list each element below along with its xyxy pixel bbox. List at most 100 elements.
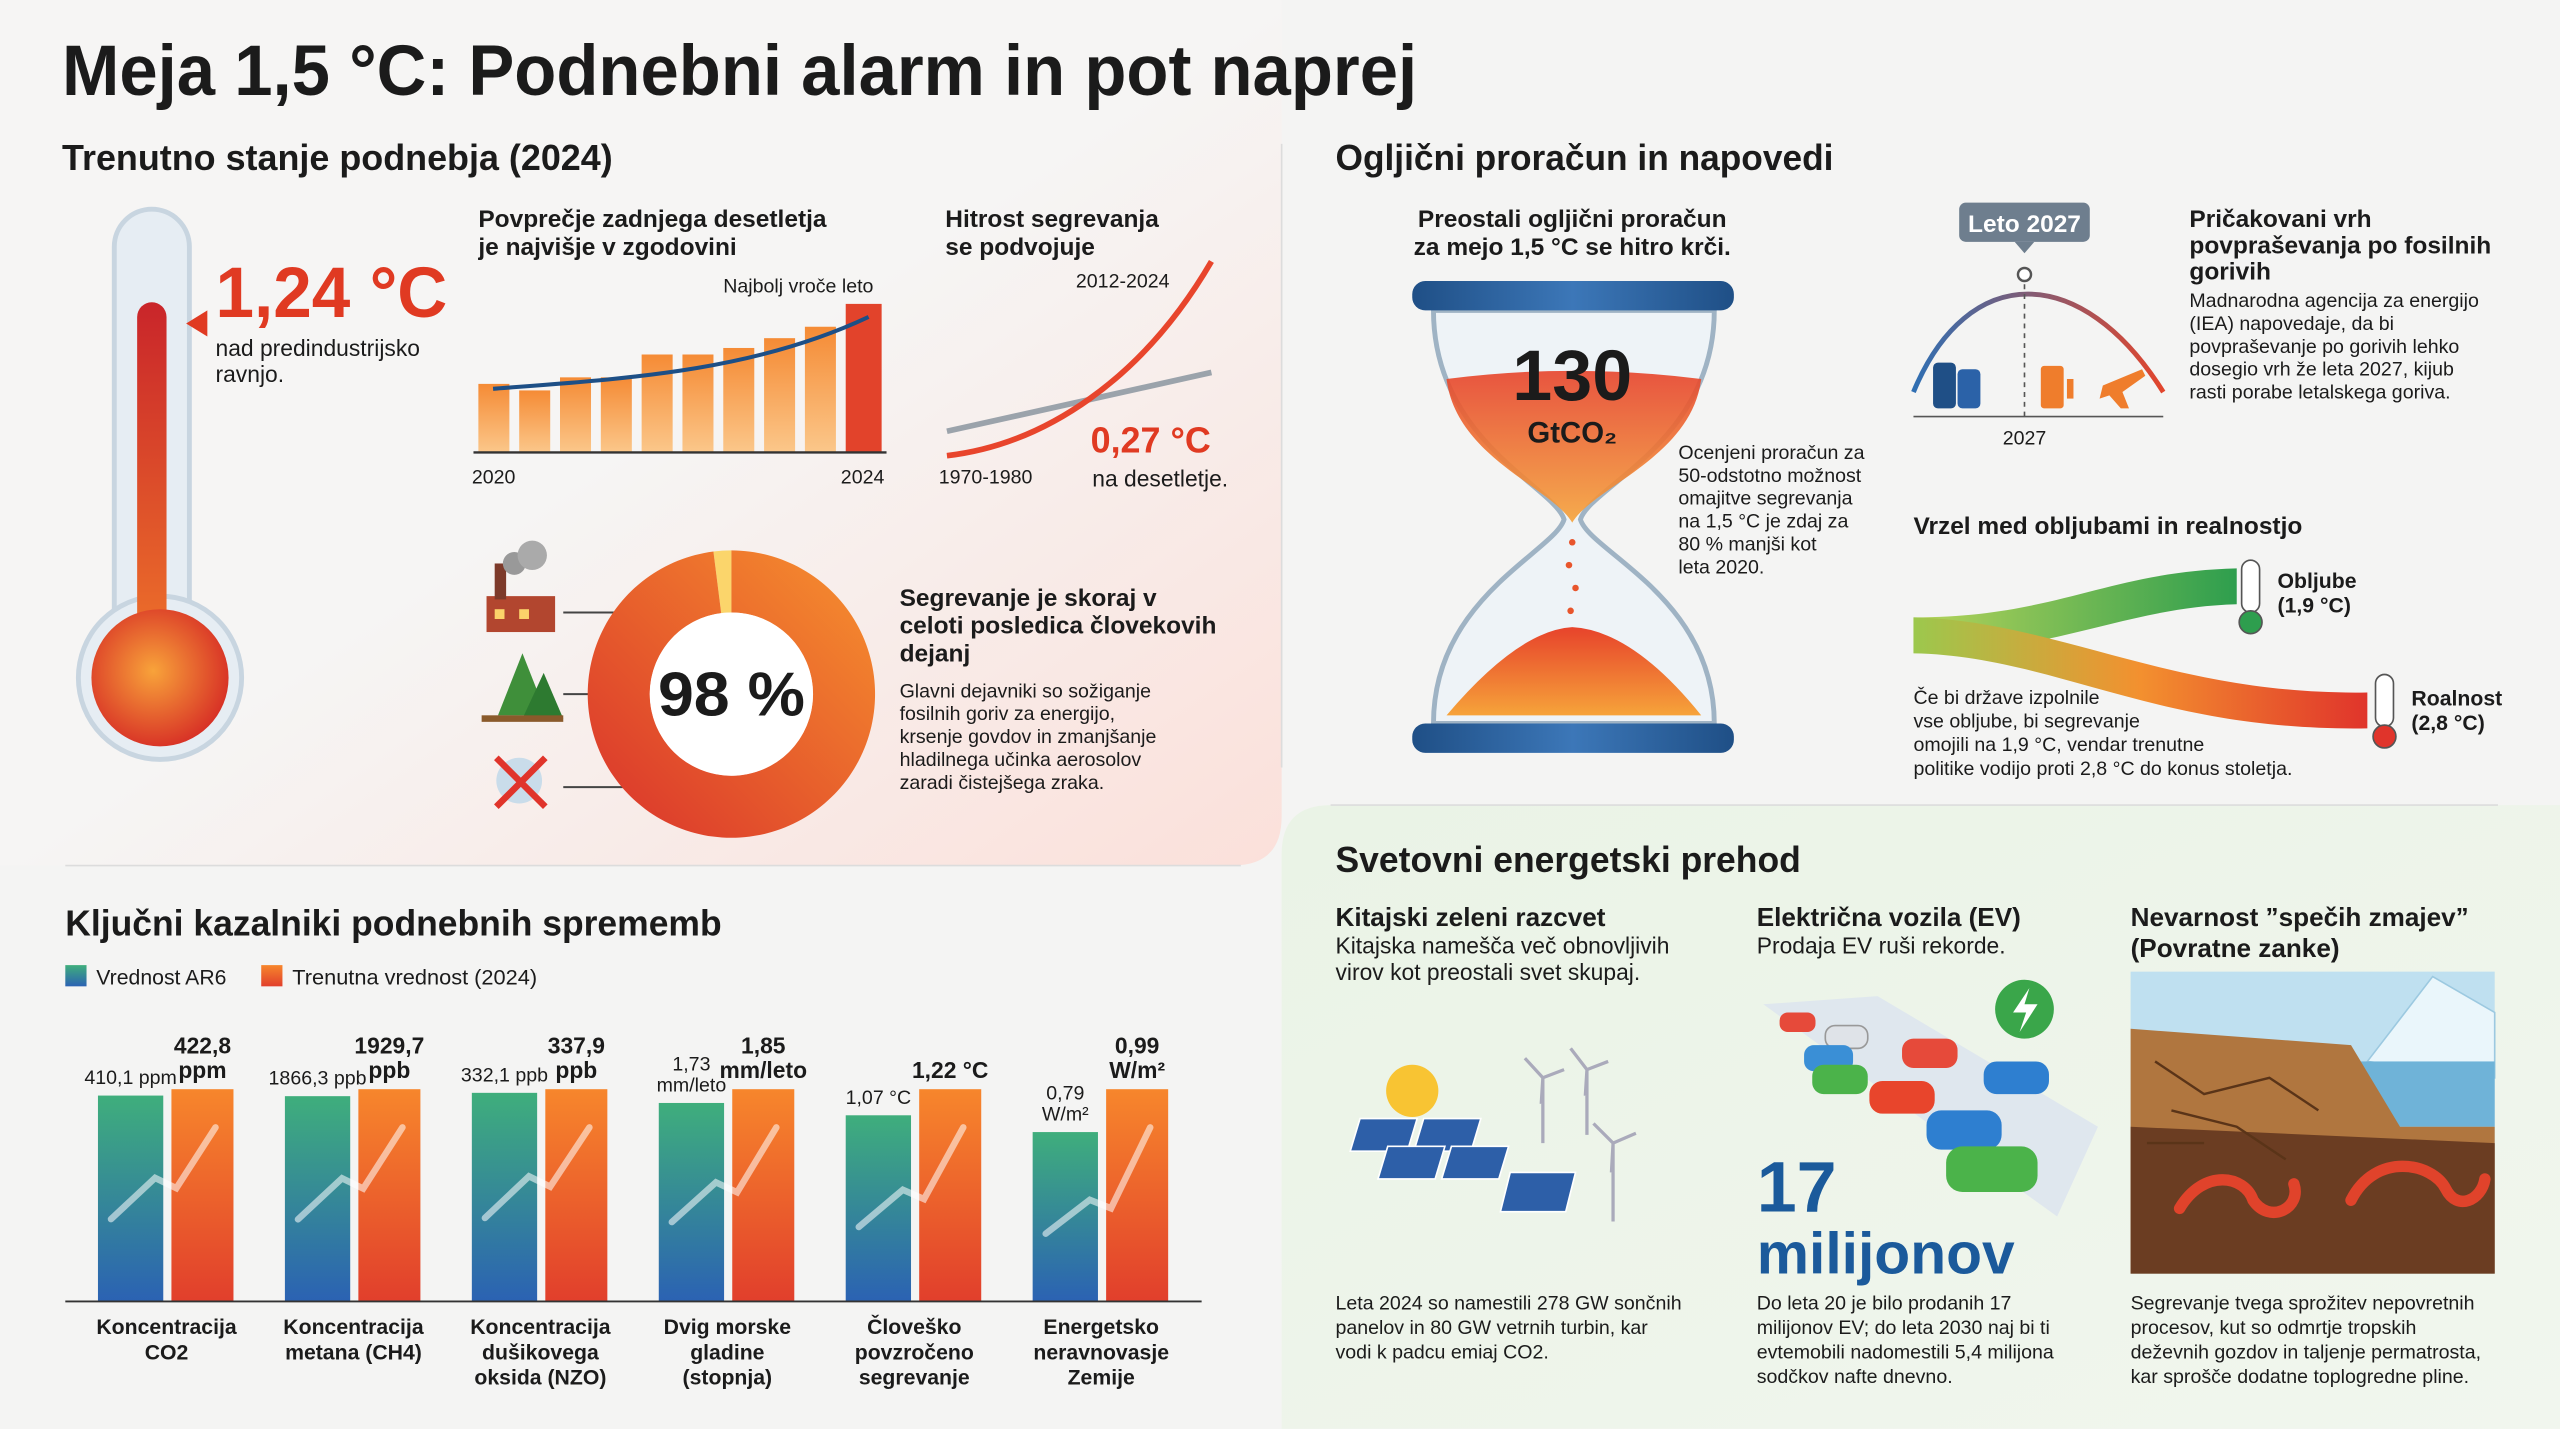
legend-swatch	[65, 965, 87, 987]
block-title: Pričakovani vrh	[2189, 206, 2371, 233]
value-label: 1,85	[741, 1032, 786, 1058]
axis-label: 2012-2024	[1076, 271, 1170, 293]
value-label: 1,73	[672, 1053, 710, 1075]
block-title: za mejo 1,5 °C se hitro krči.	[1414, 234, 1731, 261]
body-text: Če bi države izpolnile	[1913, 686, 2099, 709]
block-title: Hitrost segrevanja	[945, 206, 1159, 233]
value-label: 1929,7	[354, 1032, 424, 1058]
donut-hole	[649, 612, 814, 776]
body-text: Segrevanje tvega sprožitev nepovretnih	[2131, 1293, 2475, 1315]
cause-icons	[481, 540, 650, 810]
feedback-illustration	[2130, 971, 2496, 1274]
hourglass	[1412, 281, 1734, 753]
value-label: ppb	[368, 1057, 410, 1083]
bar	[358, 1089, 421, 1302]
block-title: Kitajski zeleni razcvet	[1336, 902, 1606, 932]
body-text: deževnih gozdov in taljenje permatrosta,	[2131, 1342, 2481, 1364]
value-label: 332,1 ppb	[461, 1064, 548, 1086]
subtitle: Kitajska namešča več obnovljivih	[1336, 933, 1670, 959]
value-label: mm/leto	[719, 1057, 807, 1083]
block-title: povpraševanja po fosilnih	[2189, 232, 2491, 259]
section-heading: Ključni kazalniki podnebnih sprememb	[65, 903, 721, 944]
rate-value: 0,27 °C	[1091, 419, 1211, 460]
block-title: dejanj	[900, 640, 971, 667]
value-label: 1866,3 ppb	[269, 1068, 367, 1090]
subtitle: Prodaja EV ruši rekorde.	[1757, 933, 2006, 959]
body-text: 80 % manjši kot	[1678, 533, 1817, 555]
gap-label: Obljube	[2278, 570, 2357, 593]
body-text: vse obljube, bi segrevanje	[1913, 711, 2139, 733]
category-label: oksida (NZO)	[474, 1367, 606, 1390]
body-text: povpraševanje po gorivih lehko	[2189, 336, 2459, 358]
subtitle: virov kot preostali svet skupaj.	[1336, 959, 1641, 985]
block-title: Povprečje zadnjega desetletja	[478, 206, 827, 233]
value-label: 422,8	[174, 1032, 231, 1058]
trend-arrow	[1042, 1124, 1154, 1237]
value-label: mm/leto	[657, 1075, 727, 1097]
donut-remainder	[713, 550, 732, 614]
donut-label: 98 %	[658, 660, 805, 729]
body-text: hladilnega učinka aerosolov	[900, 749, 1142, 771]
caption: nad predindustrijsko	[216, 335, 420, 361]
body-text: Do leta 20 je bilo prodanih 17	[1757, 1293, 2012, 1315]
body-text: rasti porabe letalskega goriva.	[2189, 382, 2450, 404]
body-text: krsenje govdov in zmanjšanje	[900, 726, 1157, 748]
trend-arrow	[481, 1124, 593, 1222]
body-text: procesov, kut so odmrtje tropskih	[2131, 1317, 2417, 1339]
body-text: evtemobili nadomestili 5,4 milijona	[1757, 1342, 2054, 1364]
axis-label: 2020	[472, 466, 516, 488]
body-text: omajitve segrevanja	[1678, 488, 1852, 510]
block-title: Preostali ogljični proračun	[1418, 206, 1727, 233]
category-label: Energetsko	[1043, 1316, 1159, 1339]
trend-arrow	[668, 1124, 780, 1226]
note: Najbolj vroče leto	[723, 275, 873, 297]
gap-label: (2,8 °C)	[2411, 712, 2484, 735]
body-text: Glavni dejavniki so sožiganje	[900, 680, 1152, 702]
body-text: zaradi čistejšega zraka.	[900, 772, 1105, 794]
body-text: sodčkov nafte dnevno.	[1757, 1366, 1953, 1388]
trend-arrow	[855, 1124, 967, 1231]
bar	[171, 1089, 234, 1302]
body-text: omojili na 1,9 °C, vendar trenutne	[1913, 734, 2204, 756]
value-label: 337,9	[548, 1032, 605, 1058]
block-title: Segrevanje je skoraj v	[900, 585, 1157, 612]
budget-value: 130	[1512, 336, 1632, 416]
value-label: 0,79	[1046, 1082, 1084, 1104]
body-text: panelov in 80 GW vetrnih turbin, kar	[1336, 1317, 1649, 1339]
body-text: Leta 2024 so namestili 278 GW sončnih	[1336, 1293, 1682, 1315]
caption: ravnjo.	[216, 361, 285, 387]
block-title: Električna vozila (EV)	[1757, 902, 2021, 932]
block-title: je najvišje v zgodovini	[477, 234, 736, 261]
body-text: leta 2020.	[1678, 556, 1764, 578]
category-label: (stopnja)	[683, 1367, 773, 1390]
peak-illustration	[1911, 202, 2166, 418]
ev-count: 17	[1757, 1148, 1837, 1228]
axis-label: 2024	[841, 466, 885, 488]
block-title: (Povratne zanke)	[2131, 933, 2340, 963]
body-text: politike vodijo proti 2,8 °C do konus st…	[1913, 758, 2292, 780]
body-text: fosilnih goriv za energijo,	[900, 703, 1115, 725]
value-label: 1,22 °C	[912, 1057, 988, 1083]
axis-label: 1970-1980	[939, 466, 1033, 488]
block-title: celoti posledica človekovih	[900, 613, 1217, 640]
thermometer	[75, 206, 245, 762]
value-label: W/m²	[1042, 1104, 1089, 1126]
category-label: povzročeno	[855, 1341, 974, 1364]
trend-arrow	[107, 1124, 219, 1223]
body-text: Madnarodna agencija za energijo	[2189, 290, 2479, 312]
body-text: na 1,5 °C je zdaj za	[1678, 511, 1848, 533]
value-label: 0,99	[1115, 1032, 1159, 1058]
temperature-value: 1,24 °C	[216, 253, 448, 333]
category-label: gladine	[690, 1341, 764, 1364]
legend-label: Trenutna vrednost (2024)	[292, 967, 537, 990]
panel	[0, 0, 1282, 866]
category-label: CO2	[145, 1341, 189, 1364]
body-text: (IEA) napovedaje, da bi	[2189, 313, 2394, 335]
category-label: segrevanje	[859, 1367, 970, 1390]
category-label: Koncentracija	[470, 1316, 611, 1339]
body-text: vodi k padcu emiaj CO2.	[1336, 1342, 1549, 1364]
category-label: Človeško	[867, 1314, 961, 1339]
decade-illustration	[473, 303, 887, 454]
